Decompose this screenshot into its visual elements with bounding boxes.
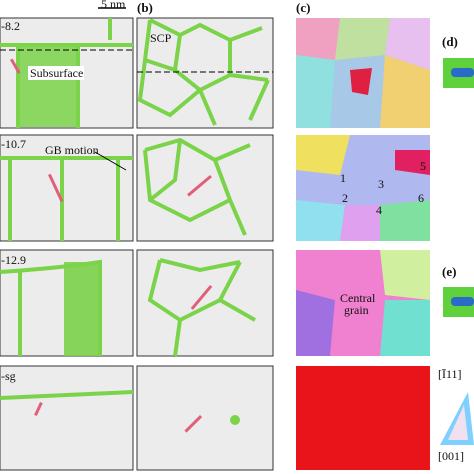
panel-frame	[0, 134, 134, 242]
grain-number: 1	[340, 171, 346, 185]
grain	[296, 135, 350, 175]
panel-label: (d)	[442, 34, 458, 49]
grain	[296, 290, 335, 356]
panel-label: (c)	[296, 0, 310, 15]
column-d: (d) (e) [Ī11] [001]	[438, 34, 474, 463]
column-a: 5 nm -8.2 -10.7 -12.9 -sg Subsurface GB …	[0, 0, 134, 471]
scale-label: 5 nm	[101, 0, 126, 11]
grain	[380, 250, 430, 300]
annotation: grain	[344, 303, 369, 317]
fault	[10, 58, 21, 74]
row-label: -8.2	[1, 19, 20, 33]
panel-frame	[136, 365, 274, 471]
panel-label: (b)	[137, 0, 153, 15]
grain-number: 6	[418, 191, 424, 205]
grain-boundary	[143, 137, 251, 236]
grain-boundary	[137, 18, 270, 126]
arrow	[94, 151, 127, 171]
grain	[380, 200, 430, 241]
surface	[0, 390, 134, 400]
panel-label: (e)	[442, 264, 456, 279]
row-label: -sg	[1, 369, 16, 383]
grain	[350, 68, 372, 95]
grain	[395, 150, 430, 175]
row-label: -10.7	[1, 137, 26, 151]
grain-boundary	[0, 156, 133, 241]
grain	[296, 55, 335, 128]
row-label: -12.9	[1, 253, 26, 267]
ipf-center	[448, 405, 468, 440]
legend-label: [Ī11]	[438, 367, 462, 381]
grain-number: 5	[420, 159, 426, 173]
annotation: Central	[340, 291, 376, 305]
grain-number: 2	[342, 191, 348, 205]
fault	[34, 402, 43, 416]
grain	[335, 18, 390, 60]
grain	[380, 300, 430, 356]
label-bg	[28, 66, 84, 80]
orientation-map	[296, 366, 430, 470]
grain	[296, 200, 345, 241]
grain-boundary	[147, 258, 256, 357]
fault	[48, 173, 64, 203]
inset-blob	[451, 68, 474, 77]
grain-number: 4	[376, 203, 382, 217]
grain	[385, 18, 430, 70]
fault	[184, 415, 203, 433]
grain	[380, 55, 430, 128]
subsurface-grain	[20, 45, 76, 127]
column-b: (b) SCP	[136, 0, 274, 471]
panel-frame	[0, 365, 134, 471]
inset-blob	[451, 297, 474, 306]
annotation: SCP	[150, 31, 172, 45]
grain	[340, 205, 380, 241]
annotation: GB motion	[45, 143, 99, 157]
fault	[190, 285, 213, 310]
fault	[187, 175, 212, 197]
panel-frame	[136, 134, 274, 242]
legend-label: [001]	[438, 449, 464, 463]
column-c: (c) 1 2 3 4 5 6 Central grain	[296, 0, 430, 470]
cluster	[230, 415, 240, 425]
grain	[296, 18, 340, 60]
grain-number: 3	[378, 177, 384, 191]
annotation: Subsurface	[30, 66, 83, 80]
grain-region	[64, 262, 98, 356]
